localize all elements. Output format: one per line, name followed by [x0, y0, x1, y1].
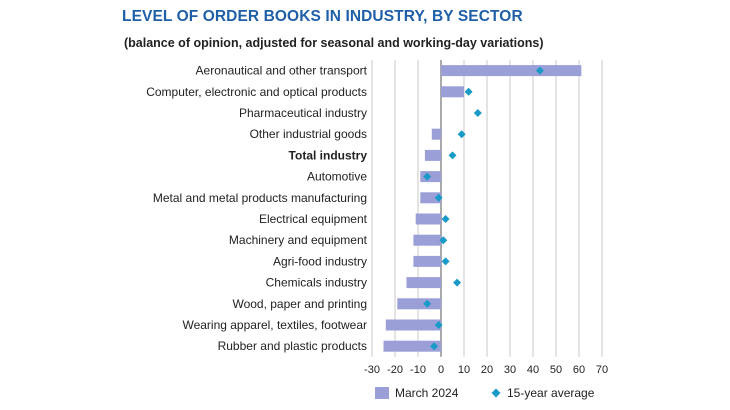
legend-swatch-march-2024	[375, 387, 389, 399]
x-axis-ticks: -30 -20 -10 0 10 20 30 40 50 60 70	[364, 364, 608, 376]
category-label: Wood, paper and printing	[232, 297, 367, 311]
x-tick-label: 60	[573, 364, 585, 376]
bar-march-2024	[424, 149, 441, 161]
category-labels: Aeronautical and other transport Computer…	[146, 64, 367, 354]
category-label: Machinery and equipment	[229, 233, 368, 247]
legend: March 2024 15-year average	[375, 386, 595, 400]
bar-march-2024	[397, 298, 441, 310]
category-label: Other industrial goods	[250, 127, 367, 141]
x-tick-label: 0	[438, 364, 444, 376]
chart-subtitle: (balance of opinion, adjusted for season…	[124, 36, 544, 50]
marker-15-year-average	[441, 257, 450, 266]
category-label: Computer, electronic and optical product…	[146, 85, 367, 99]
x-tick-label: 50	[550, 364, 562, 376]
category-label: Rubber and plastic products	[218, 339, 367, 353]
bar-march-2024	[441, 65, 582, 77]
category-label: Pharmaceutical industry	[239, 106, 367, 120]
category-label: Agri-food industry	[273, 254, 367, 268]
x-tick-label: 10	[458, 364, 470, 376]
marker-15-year-average	[464, 87, 473, 96]
x-tick-label: -10	[410, 364, 426, 376]
marker-15-year-average	[423, 299, 432, 308]
category-label: Total industry	[289, 148, 368, 162]
bar-march-2024	[413, 234, 441, 246]
marker-15-year-average	[423, 172, 432, 181]
x-tick-label: 30	[504, 364, 516, 376]
x-tick-label: 40	[527, 364, 539, 376]
chart-title: LEVEL OF ORDER BOOKS IN INDUSTRY, BY SEC…	[122, 8, 523, 25]
marker-15-year-average	[434, 193, 443, 202]
marker-15-year-average	[457, 130, 466, 139]
marker-15-year-average	[453, 278, 462, 287]
x-tick-label: -30	[364, 364, 380, 376]
marker-15-year-average	[430, 342, 439, 351]
bar-march-2024	[420, 192, 441, 204]
gridlines	[371, 60, 603, 357]
marker-15-year-average	[448, 151, 457, 160]
marker-15-year-average	[473, 109, 482, 117]
legend-label-march-2024: March 2024	[395, 386, 459, 400]
category-label: Wearing apparel, textiles, footwear	[182, 318, 367, 332]
legend-label-15-year-average: 15-year average	[507, 386, 595, 400]
bar-march-2024	[406, 277, 441, 289]
x-tick-label: 20	[481, 364, 493, 376]
category-label: Automotive	[307, 170, 367, 184]
bars	[383, 65, 582, 352]
marker-15-year-average	[434, 321, 443, 329]
legend-marker-15-year-average	[491, 388, 501, 398]
category-label: Electrical equipment	[259, 212, 368, 226]
bar-march-2024	[413, 255, 441, 267]
bar-march-2024	[383, 340, 441, 352]
bar-march-2024	[441, 86, 464, 98]
marker-15-year-average	[441, 215, 450, 223]
category-label: Chemicals industry	[266, 276, 367, 290]
x-tick-label: 70	[596, 364, 608, 376]
bar-march-2024	[431, 128, 441, 140]
bar-march-2024	[385, 319, 441, 331]
x-tick-label: -20	[387, 364, 403, 376]
category-label: Metal and metal products manufacturing	[153, 191, 367, 205]
category-label: Aeronautical and other transport	[196, 64, 368, 78]
marker-15-year-average	[439, 236, 448, 245]
bar-march-2024	[415, 213, 441, 225]
average-markers	[423, 66, 544, 351]
marker-15-year-average	[535, 66, 544, 75]
